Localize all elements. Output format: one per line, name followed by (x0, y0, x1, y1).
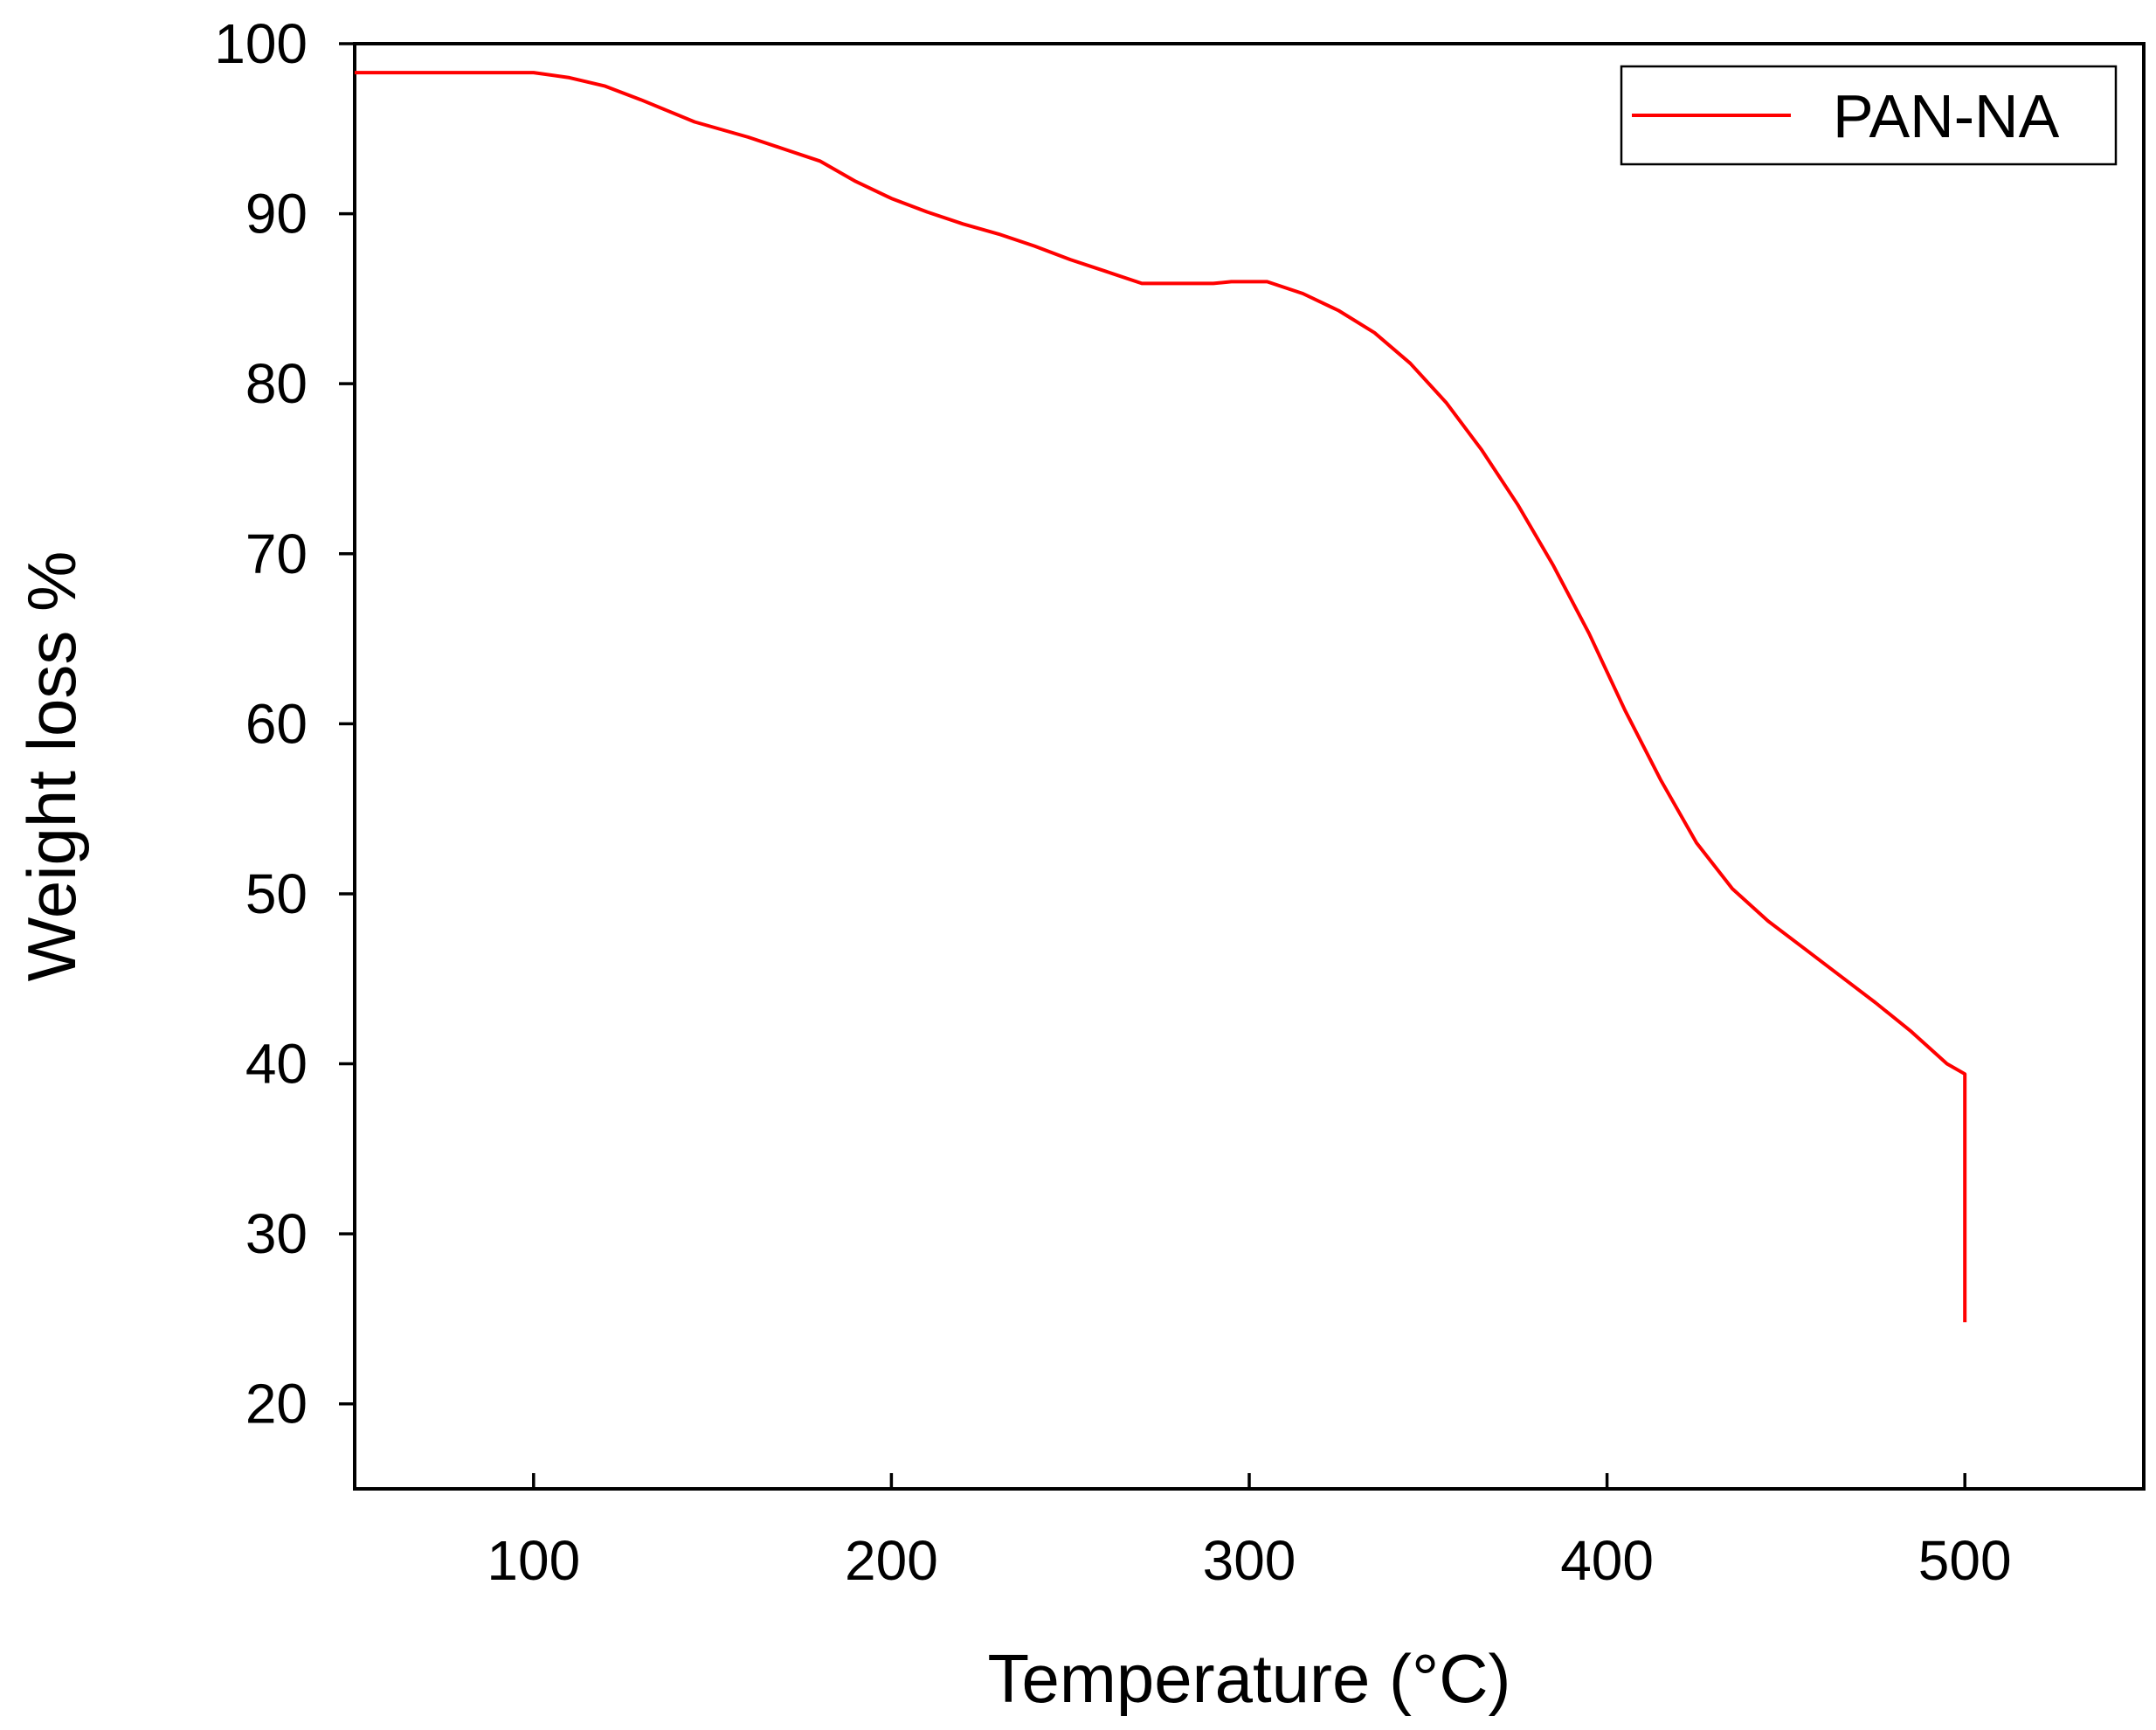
plot-frame (353, 42, 2146, 1491)
series-line-pan-na (355, 71, 1967, 1323)
y-tick-label: 50 (245, 862, 308, 925)
y-axis-ticks: 20 30 40 50 60 70 80 90 100 (214, 12, 355, 1436)
y-tick-label: 70 (245, 522, 308, 585)
y-tick-label: 30 (245, 1202, 308, 1265)
x-tick-label: 200 (845, 1529, 938, 1592)
y-tick-label: 20 (245, 1373, 308, 1436)
y-tick-label: 90 (245, 183, 308, 246)
x-axis-title: Temperature (°C) (987, 1640, 1510, 1717)
legend-label-pan-na: PAN-NA (1833, 82, 2060, 150)
x-tick-label: 300 (1203, 1529, 1296, 1592)
y-tick-label: 40 (245, 1033, 308, 1096)
x-axis-ticks: 100 200 300 400 500 (487, 1473, 2012, 1592)
y-tick-label: 60 (245, 692, 308, 755)
x-tick-label: 400 (1560, 1529, 1654, 1592)
y-axis-title: Weight loss % (13, 551, 90, 982)
y-tick-label: 80 (245, 352, 308, 415)
y-tick-label: 100 (214, 12, 308, 75)
series-layer (355, 71, 1967, 1323)
x-tick-label: 100 (487, 1529, 580, 1592)
x-tick-label: 500 (1918, 1529, 2012, 1592)
legend: PAN-NA (1620, 65, 2118, 166)
